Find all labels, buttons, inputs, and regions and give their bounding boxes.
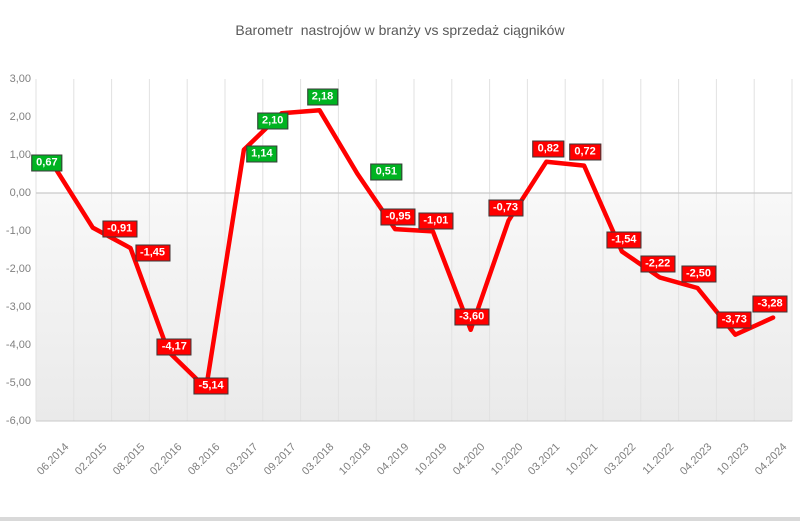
bottom-edge [0, 517, 800, 521]
series-line [52, 107, 776, 391]
chart-title: Barometr nastrojów w branży vs sprzedaż … [235, 22, 565, 38]
